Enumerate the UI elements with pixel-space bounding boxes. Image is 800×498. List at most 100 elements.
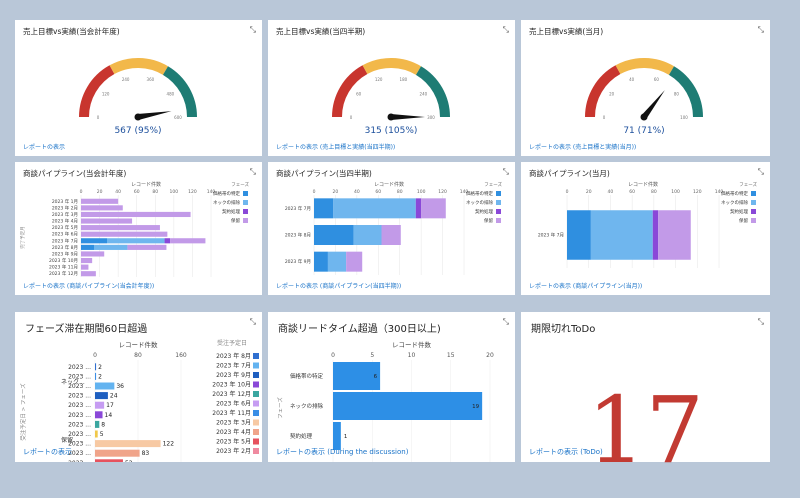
legend-title: フェーズ [484, 181, 502, 188]
view-report-link[interactable]: レポートの表示 (売上目標と実績(当四半期)) [276, 144, 396, 151]
bar [95, 401, 105, 409]
bar [95, 382, 115, 390]
y-tick-label: 2023 年 7月 [538, 232, 564, 239]
legend-label: 2023 年 12月 [212, 390, 251, 398]
bar-segment [333, 198, 416, 219]
expand-icon[interactable]: ⤡ [502, 317, 509, 326]
bar-segment [94, 244, 128, 250]
y-tick-label: 2023 年 8月 [285, 232, 311, 239]
x-tick-label: 80 [134, 352, 142, 359]
x-tick-label: 0 [331, 352, 335, 359]
legend-label: 2023 年 5月 [216, 438, 251, 446]
group-label: ネック... [61, 379, 85, 386]
group-label: 保留 [61, 436, 73, 444]
pipeline-card-quarter: 商談パイプライン(当四半期) ⤡ レコード件数 0 20 40 60 80 100 120 14… [268, 162, 515, 295]
expand-icon[interactable]: ⤡ [249, 25, 256, 34]
data-label: 36 [116, 383, 124, 390]
y-tick-label: 2023 年 12月 [49, 270, 78, 277]
legend-label: 保留 [231, 217, 240, 224]
x-tick-label: 120 [438, 189, 447, 195]
expand-icon[interactable]: ⤡ [757, 167, 764, 176]
bar [95, 449, 140, 457]
bar-segment [81, 251, 105, 257]
bar-segment [652, 210, 659, 260]
x-tick-label: 20 [97, 189, 103, 195]
bar-segment [81, 231, 168, 237]
x-tick-label: 100 [417, 189, 426, 195]
bar-segment [107, 238, 165, 244]
expand-icon[interactable]: ⤡ [757, 25, 764, 34]
gauge-needle [391, 114, 425, 120]
y-tick-label: 2023 年 3月 [52, 211, 78, 218]
y-tick-label: 2023 年 7月 [285, 205, 311, 212]
y-tick-label: 2023 年 8月 [52, 244, 78, 251]
gauge-band-1 [109, 58, 169, 75]
y-tick-label: 2023 年 6月 [52, 231, 78, 238]
data-label: 122 [163, 441, 175, 448]
card-title: 売上目標vs実績(当四半期) [276, 27, 366, 36]
view-report-link[interactable]: レポートの表示 [23, 144, 66, 151]
expand-icon[interactable]: ⤡ [502, 167, 509, 176]
gauge-tick-label: 60 [356, 91, 362, 96]
view-report-link[interactable]: レポートの表示 (During the discussion) [276, 448, 409, 456]
expand-icon[interactable]: ⤡ [249, 167, 256, 176]
view-report-link[interactable]: レポートの表示 (商談パイプライン(当四半期)) [276, 283, 402, 290]
gauge-tick-label: 40 [629, 77, 635, 82]
view-report-link[interactable]: レポートの表示 (商談パイプライン(当月)) [529, 283, 643, 290]
legend-label: 2023 年 9月 [216, 371, 251, 379]
y-tick-label: 2023 ... [68, 364, 91, 371]
data-label: 19 [472, 404, 479, 410]
data-label: 14 [105, 412, 113, 419]
legend-label: 契約処理 [222, 208, 240, 215]
y-tick-label: 2023 ... [68, 383, 91, 390]
y-tick-label: 価格帯の特定 [290, 372, 324, 380]
legend-swatch [496, 218, 501, 223]
expand-icon[interactable]: ⤡ [757, 317, 764, 326]
legend-label: 2023 年 8月 [216, 352, 251, 360]
legend-swatch [253, 419, 259, 426]
view-report-link[interactable]: レポートの表示 [23, 448, 72, 456]
bar-segment [81, 225, 160, 231]
view-report-link[interactable]: レポートの表示 (売上目標と実績(当月)) [529, 144, 637, 151]
y-tick-label: 2023 ... [68, 431, 91, 438]
x-axis-title: レコード件数 [131, 181, 161, 188]
overdue-count: 17 [586, 377, 705, 484]
x-tick-label: 60 [629, 189, 635, 195]
y-tick-label: 2023 ... [68, 373, 91, 380]
view-report-link[interactable]: レポートの表示 (ToDo) [529, 448, 603, 456]
y-tick-label: ネックの排除 [290, 402, 324, 410]
x-tick-label: 0 [93, 352, 97, 359]
gauge-card-fiscal-year: 売上目標vs実績(当会計年度) ⤡ 0 120 240 360 480 600 567 (9… [15, 20, 262, 156]
gauge-chart: 0 120 240 360 480 600 567 (95%) [79, 58, 197, 136]
expand-icon[interactable]: ⤡ [249, 317, 256, 326]
legend-swatch [253, 362, 259, 369]
legend-label: 契約処理 [730, 208, 748, 215]
card-title: フェーズ滞在期間60日超過 [25, 324, 148, 335]
view-report-link[interactable]: レポートの表示 (商談パイプライン(当会計年度)) [23, 283, 155, 290]
legend-swatch [243, 191, 248, 196]
legend-swatch [253, 448, 259, 454]
bar-segment [346, 251, 363, 272]
expand-icon[interactable]: ⤡ [502, 25, 509, 34]
x-tick-label: 20 [486, 352, 494, 359]
x-tick-label: 120 [188, 189, 197, 195]
y-tick-label: 2023 年 5月 [52, 224, 78, 231]
legend-label: 契約処理 [475, 208, 493, 215]
legend-title: 受注予定日 [217, 339, 247, 347]
bar [95, 420, 100, 428]
bar [95, 411, 103, 419]
bar-segment [170, 238, 206, 244]
gauge-tick-label: 80 [674, 91, 680, 96]
bar-segment [314, 225, 354, 245]
y-axis-title: 完了予定月 [19, 226, 26, 249]
legend-label: 価格帯の特定 [466, 190, 493, 197]
bar-segment [81, 244, 94, 250]
bar [95, 440, 161, 448]
legend-label: 2023 年 3月 [216, 419, 251, 427]
y-tick-label: 2023 年 1月 [52, 198, 78, 205]
data-label: 6 [374, 374, 378, 380]
bar-segment [314, 198, 334, 219]
x-tick-label: 80 [397, 189, 403, 195]
legend-swatch [253, 381, 259, 388]
